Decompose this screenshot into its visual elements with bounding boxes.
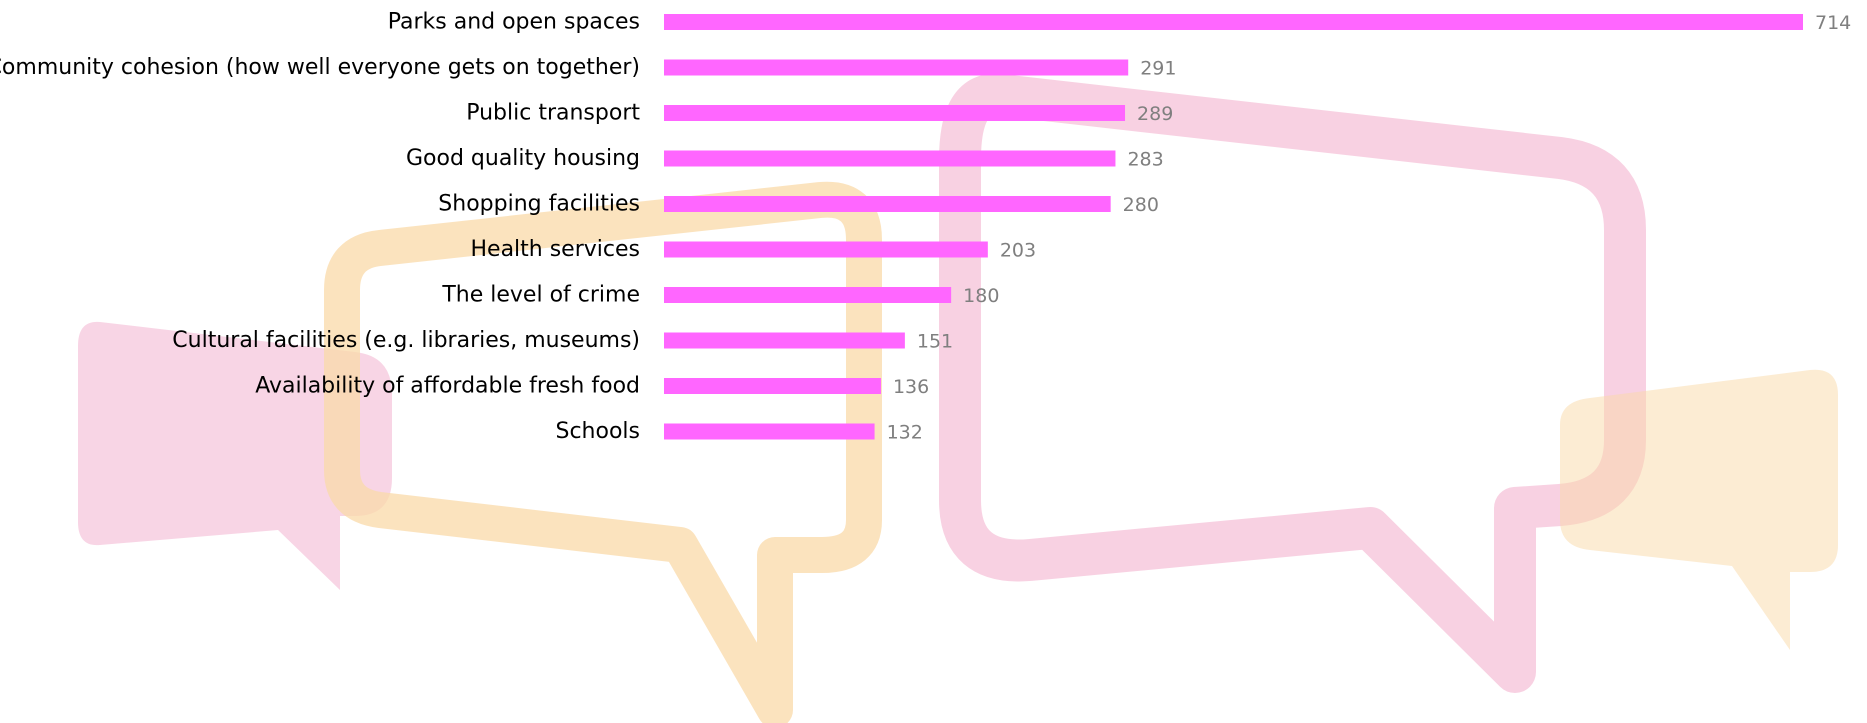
value-label: 291 (1140, 58, 1176, 80)
value-labels: 714 291 289 283 280 203 180 151 136 132 (887, 12, 1852, 444)
bar (664, 59, 1129, 76)
category-label: Public transport (466, 101, 640, 126)
category-label: Shopping facilities (438, 192, 640, 217)
category-label: Schools (556, 419, 641, 444)
value-label: 151 (917, 331, 953, 353)
category-label: Parks and open spaces (388, 10, 640, 35)
bar (664, 287, 952, 303)
value-label: 289 (1137, 103, 1173, 125)
category-label: Availability of affordable fresh food (255, 374, 640, 399)
category-label: Community cohesion (how well everyone ge… (0, 55, 640, 80)
bar (664, 105, 1126, 121)
bar (664, 378, 881, 394)
value-label: 180 (963, 285, 999, 307)
category-label: Cultural facilities (e.g. libraries, mus… (172, 328, 640, 353)
bar (664, 332, 905, 349)
value-label: 714 (1815, 12, 1851, 34)
value-label: 132 (887, 422, 923, 444)
value-label: 280 (1123, 194, 1159, 216)
bar (664, 241, 988, 258)
bar (664, 150, 1116, 167)
speech-bubble-orange-outline-icon (324, 181, 882, 723)
value-label: 203 (1000, 240, 1036, 262)
category-label: Good quality housing (406, 146, 640, 171)
speech-bubble-pink-small-icon (78, 321, 392, 590)
bar (664, 196, 1111, 212)
category-label: Health services (470, 237, 640, 262)
value-label: 283 (1127, 149, 1163, 171)
speech-bubble-orange-small-icon (1560, 369, 1838, 650)
bars (664, 14, 1803, 440)
bar (664, 14, 1803, 30)
category-label: The level of crime (441, 283, 640, 308)
category-labels: Parks and open spaces Community cohesion … (0, 10, 640, 445)
value-label: 136 (893, 376, 929, 398)
bar (664, 423, 875, 440)
speech-bubble-pink-outline-icon (939, 73, 1646, 693)
